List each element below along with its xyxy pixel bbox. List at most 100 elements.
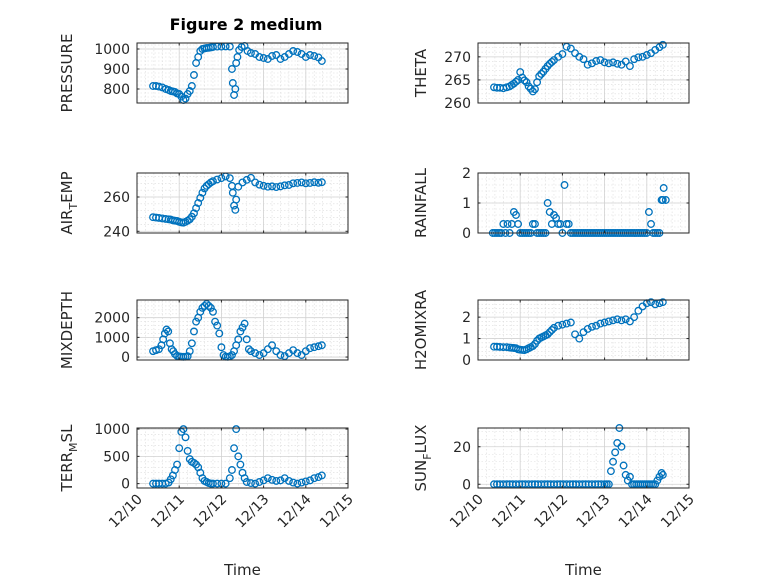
data-point bbox=[566, 44, 575, 53]
data-point bbox=[658, 470, 667, 479]
data-point bbox=[571, 330, 580, 339]
data-point bbox=[255, 180, 264, 189]
data-point bbox=[231, 85, 240, 93]
data-point bbox=[306, 344, 314, 353]
data-point bbox=[181, 433, 190, 442]
data-point bbox=[272, 183, 281, 192]
data-point bbox=[272, 476, 281, 485]
data-point bbox=[228, 188, 237, 197]
data-point bbox=[647, 220, 655, 228]
data-point bbox=[550, 323, 558, 332]
data-point bbox=[560, 181, 569, 189]
data-point bbox=[236, 460, 245, 469]
data-point bbox=[558, 320, 567, 329]
data-point bbox=[592, 57, 601, 65]
data-point bbox=[209, 177, 217, 186]
data-point bbox=[154, 345, 163, 354]
data-point bbox=[528, 87, 537, 96]
subplot-air-temp: 240 260 AIRTEMP bbox=[58, 171, 349, 240]
data-point bbox=[234, 182, 243, 191]
data-point bbox=[317, 178, 326, 187]
data-point bbox=[225, 474, 234, 483]
data-point bbox=[149, 479, 157, 488]
data-point bbox=[558, 50, 567, 59]
ylabel: RAINFALL bbox=[412, 167, 430, 238]
data-point bbox=[317, 471, 326, 480]
data-point bbox=[173, 460, 182, 469]
data-point bbox=[227, 351, 236, 360]
data-point bbox=[658, 40, 667, 49]
axes-frame bbox=[477, 42, 690, 104]
data-point bbox=[183, 446, 192, 455]
data-point bbox=[310, 474, 319, 483]
data-point bbox=[213, 321, 222, 330]
axes-frame bbox=[136, 172, 349, 234]
y-tick-label: 20 bbox=[453, 440, 471, 456]
data-point bbox=[600, 58, 609, 67]
data-point bbox=[232, 195, 241, 204]
data-point bbox=[242, 335, 251, 344]
data-point bbox=[531, 85, 539, 94]
data-markers bbox=[149, 425, 326, 488]
data-point bbox=[259, 476, 268, 485]
data-point bbox=[562, 319, 571, 328]
data-point bbox=[244, 345, 253, 354]
figure-title: Figure 2 medium bbox=[170, 15, 323, 34]
data-point bbox=[647, 298, 655, 307]
data-point bbox=[204, 301, 213, 310]
y-tick-label: 500 bbox=[103, 449, 130, 465]
axes-frame bbox=[136, 299, 349, 361]
subplot-h2omixra: 0 1 2 H2OMIXRA bbox=[412, 289, 690, 370]
data-point bbox=[268, 52, 276, 60]
data-point bbox=[314, 178, 323, 187]
data-point bbox=[196, 307, 205, 316]
y-tick-label: 265 bbox=[444, 73, 471, 89]
y-tick-label: 900 bbox=[103, 62, 130, 78]
data-point bbox=[263, 474, 272, 483]
data-point bbox=[596, 319, 605, 328]
y-tick-label: 240 bbox=[103, 224, 130, 240]
data-point bbox=[535, 72, 544, 81]
data-point bbox=[514, 220, 523, 228]
y-tick-label: 2 bbox=[462, 166, 471, 182]
data-point bbox=[301, 53, 310, 61]
ylabel: AIRTEMP bbox=[58, 171, 80, 234]
data-point bbox=[630, 55, 639, 64]
data-point bbox=[171, 350, 179, 359]
y-tick-label: 800 bbox=[103, 82, 130, 98]
data-point bbox=[234, 452, 243, 461]
data-point bbox=[242, 478, 251, 486]
data-point bbox=[280, 181, 289, 190]
subplot-theta: 260 265 270 THETA bbox=[412, 40, 690, 112]
data-point bbox=[564, 220, 573, 228]
data-point bbox=[194, 199, 203, 207]
y-tick-label: 270 bbox=[444, 50, 471, 66]
ylabel: H2OMIXRA bbox=[412, 289, 430, 370]
data-point bbox=[592, 321, 601, 330]
data-point bbox=[192, 204, 201, 213]
data-point bbox=[604, 59, 613, 68]
data-point bbox=[545, 328, 554, 337]
ylabel: TERRMSL bbox=[58, 424, 80, 493]
y-tick-label: 260 bbox=[103, 190, 130, 206]
data-point bbox=[190, 327, 198, 336]
y-tick-label: 1 bbox=[462, 332, 471, 348]
y-tick-label: 260 bbox=[444, 96, 471, 112]
data-point bbox=[661, 196, 670, 204]
data-point bbox=[543, 199, 552, 207]
data-point bbox=[251, 349, 260, 358]
xlabel: Time bbox=[564, 561, 602, 579]
data-point bbox=[604, 317, 613, 326]
data-point bbox=[537, 69, 546, 78]
data-point bbox=[227, 65, 236, 73]
axes-frame bbox=[477, 299, 690, 361]
data-point bbox=[179, 425, 188, 434]
data-point bbox=[238, 323, 247, 332]
data-markers bbox=[149, 42, 326, 104]
data-point bbox=[317, 341, 326, 350]
data-point bbox=[621, 57, 630, 66]
y-tick-label: 1000 bbox=[94, 422, 130, 438]
data-point bbox=[490, 83, 498, 92]
axes-frame bbox=[136, 427, 349, 489]
data-point bbox=[613, 315, 622, 324]
